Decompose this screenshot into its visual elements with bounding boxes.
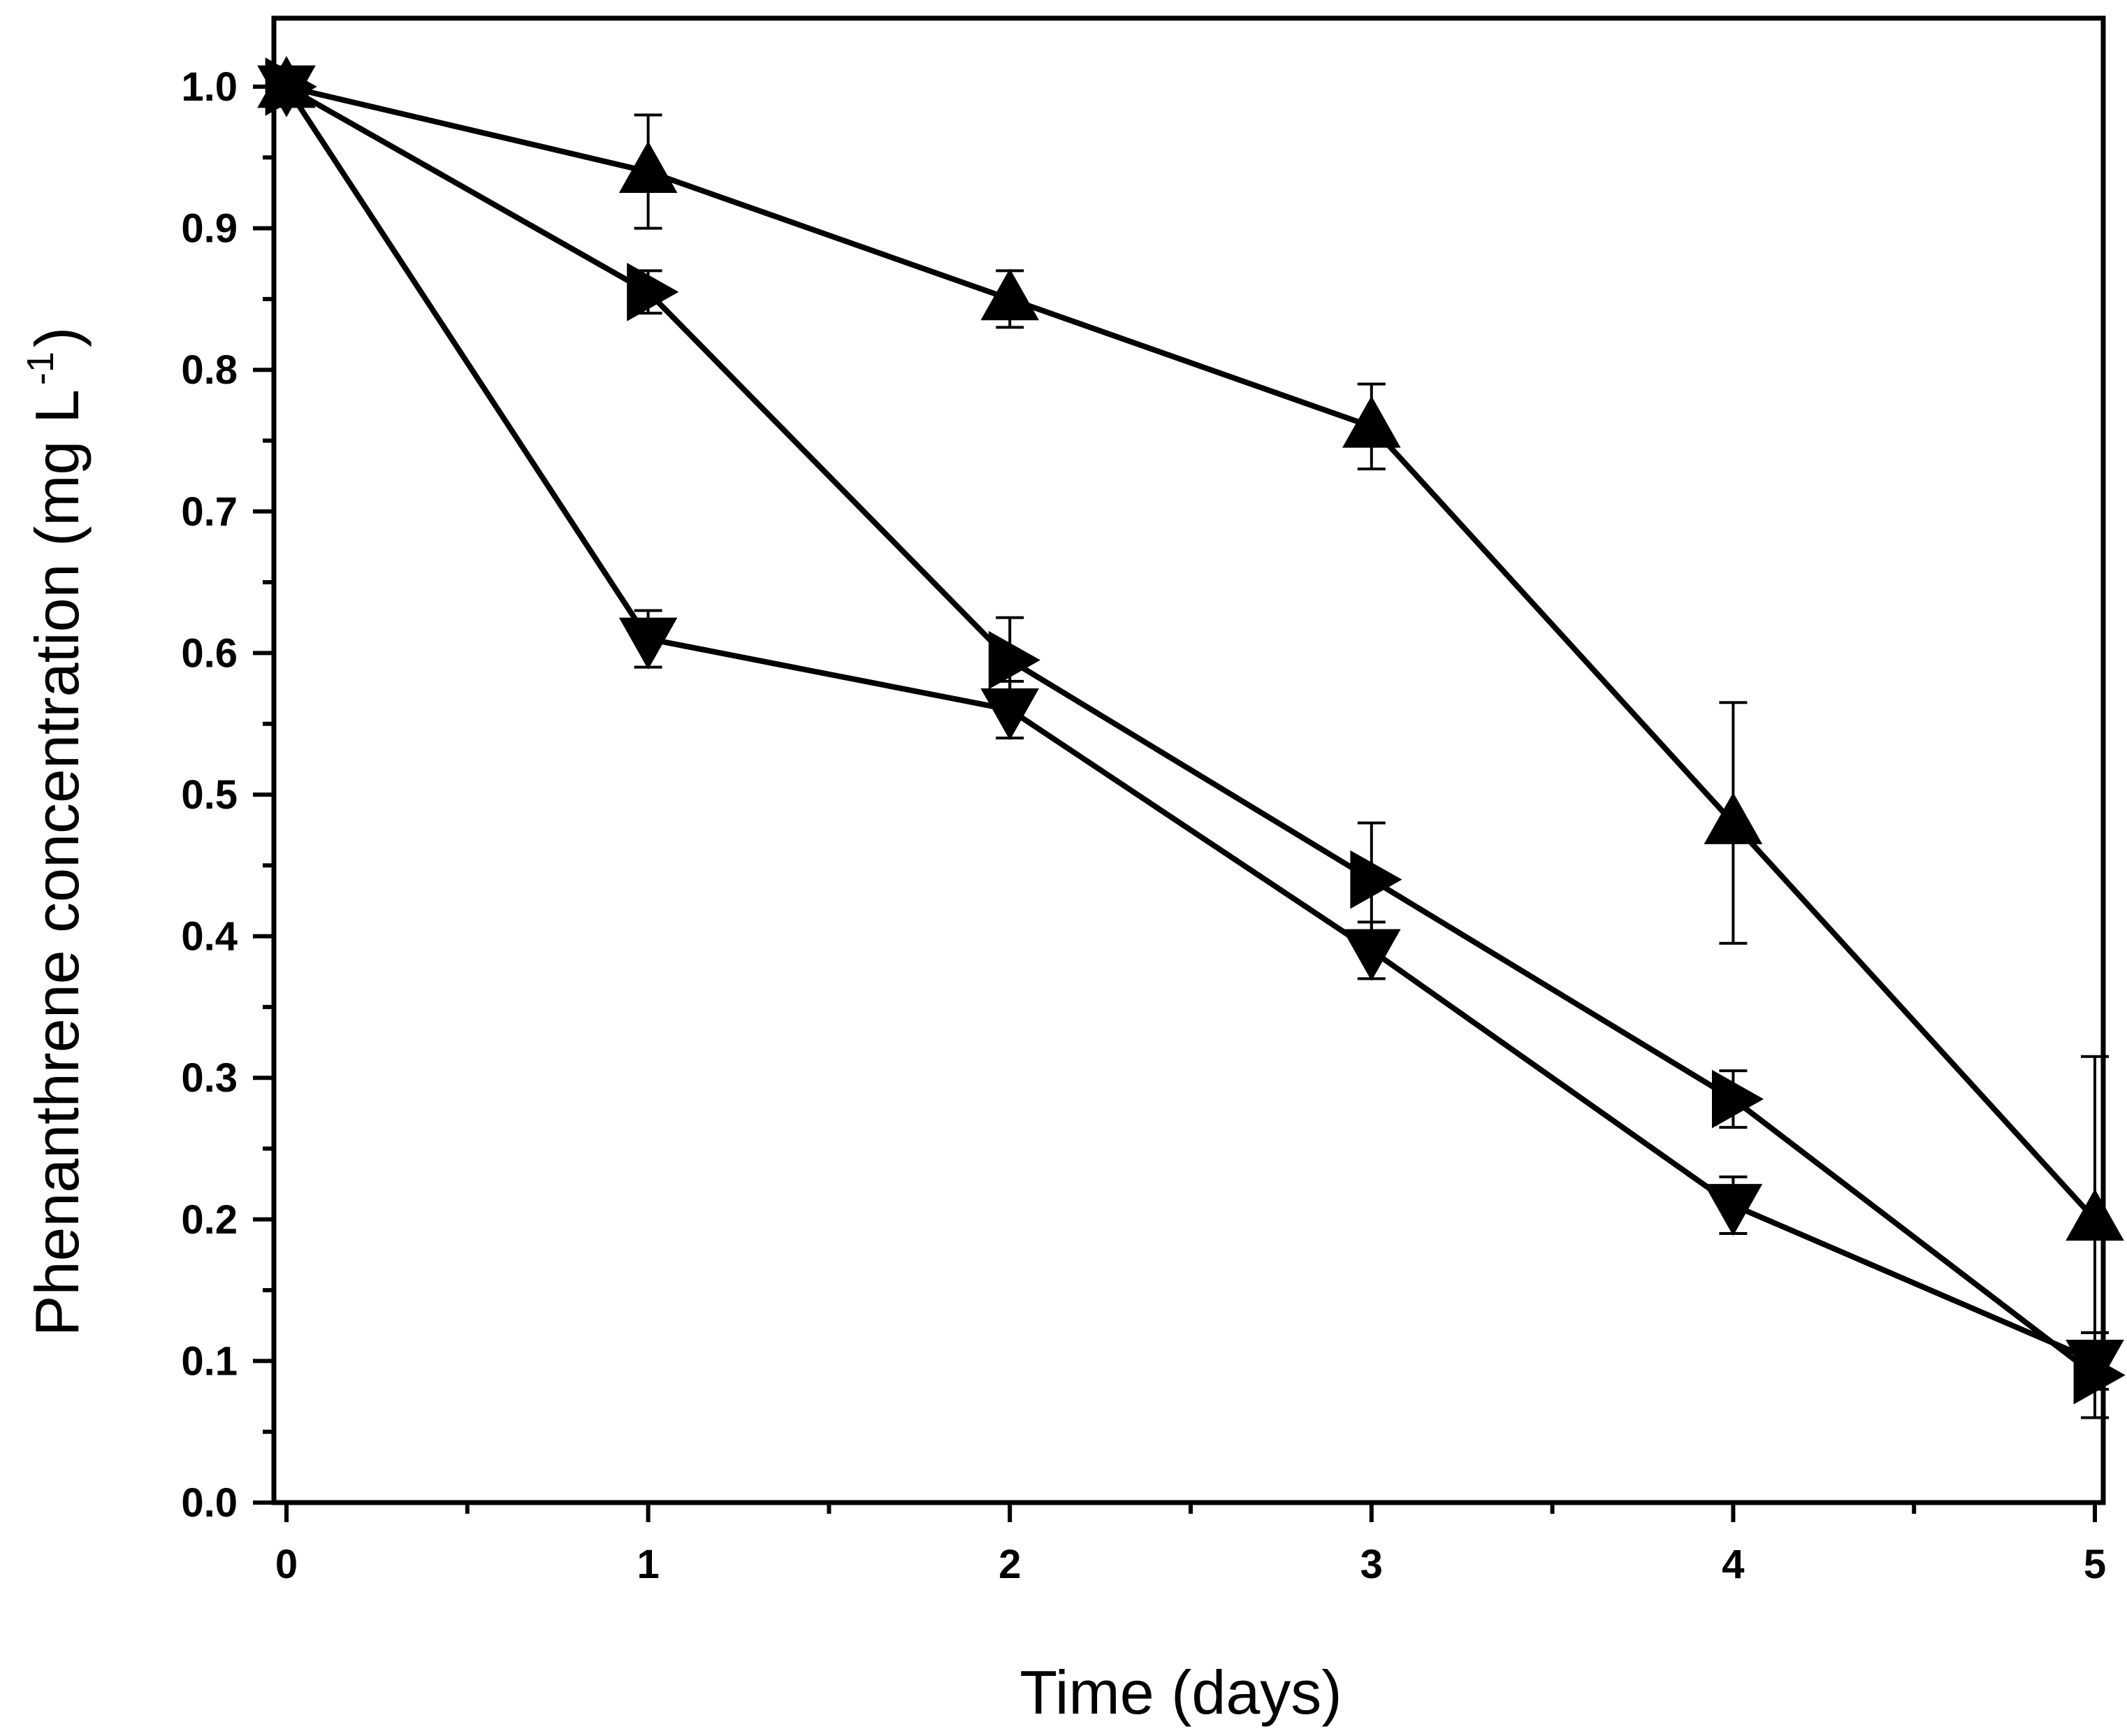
data-point-triangle-up [618, 140, 678, 193]
y-tick-label: 0.5 [181, 772, 238, 818]
x-axis-title: Time (days) [1019, 1658, 1342, 1727]
y-tick-label: 0.8 [181, 347, 238, 393]
data-point-triangle-up [1342, 396, 1401, 448]
data-point-triangle-right [1712, 1069, 1764, 1129]
series-line [286, 84, 2097, 1222]
y-tick-label: 0.9 [181, 206, 238, 252]
data-point-triangle-up [1704, 792, 1763, 844]
x-tick-label: 1 [637, 1542, 659, 1587]
y-tick-label: 0.6 [181, 630, 238, 676]
data-point-triangle-right [988, 630, 1040, 690]
data-point-triangle-down [257, 65, 316, 117]
y-axis-title-suffix: ) [22, 327, 92, 347]
data-point-triangle-up [980, 268, 1039, 321]
series-line [285, 84, 2097, 1377]
data-point-triangle-right [627, 262, 679, 321]
y-tick-label: 0.1 [181, 1338, 238, 1384]
x-tick-label: 4 [1722, 1542, 1744, 1587]
y-axis-title-superscript: -1 [20, 352, 61, 385]
y-axis-title: Phenanthrene concentration (mg L -1) [20, 327, 92, 1336]
x-tick-label: 2 [999, 1542, 1021, 1587]
x-tick-label: 0 [275, 1542, 298, 1587]
y-axis-title-main: Phenanthrene concentration (mg L [22, 389, 92, 1336]
y-tick-label: 0.0 [181, 1480, 238, 1526]
series-layer [257, 56, 2126, 1419]
y-tick-label: 0.7 [181, 489, 238, 535]
series-triangle-right [265, 57, 2126, 1419]
data-point-triangle-down [1342, 929, 1401, 981]
y-tick-label: 1.0 [181, 64, 238, 110]
data-point-triangle-down [618, 617, 678, 670]
series-triangle-down [257, 65, 2124, 1392]
y-tick-label: 0.2 [181, 1197, 238, 1243]
plot-frame [271, 15, 2106, 1505]
data-point-triangle-down [2066, 1340, 2124, 1392]
series-line [284, 85, 2096, 1364]
series-triangle-up [257, 56, 2124, 1384]
x-tick-label: 5 [2084, 1542, 2106, 1587]
axes-layer: 0 1 2 3 4 5 0.0 0.1 0.2 0.3 0.4 0.5 0.6 0.7 0.8 0.9 1.0 [181, 15, 2106, 1587]
y-tick-label: 0.3 [181, 1055, 238, 1101]
x-tick-label: 3 [1360, 1542, 1383, 1587]
data-point-triangle-up [2066, 1189, 2124, 1241]
data-point-triangle-down [1704, 1184, 1763, 1236]
y-tick-label: 0.4 [181, 914, 238, 960]
data-point-triangle-right [1350, 850, 1402, 909]
data-point-triangle-down [980, 688, 1039, 741]
